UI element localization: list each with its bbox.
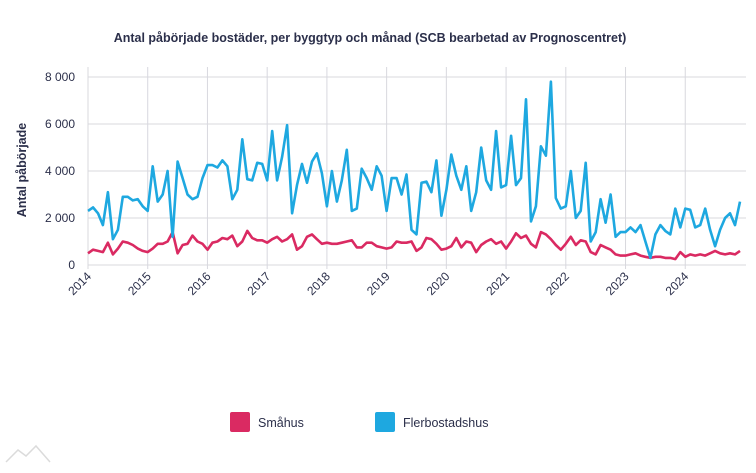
legend-swatch <box>230 412 250 432</box>
x-tick-label: 2021 <box>483 269 512 298</box>
mountain-logo-icon <box>5 444 51 463</box>
legend-label: Flerbostadshus <box>403 416 488 430</box>
series-line-småhus <box>87 229 741 261</box>
series-line-flerbostadshus <box>87 80 742 260</box>
x-tick-label: 2014 <box>65 269 94 298</box>
x-tick-label: 2019 <box>364 269 393 298</box>
y-tick-label: 0 <box>68 258 75 272</box>
x-tick-label: 2020 <box>424 269 453 298</box>
y-tick-label: 4 000 <box>45 164 75 178</box>
legend: Småhus Flerbostadshus <box>230 412 488 432</box>
y-axis: 0 2 000 4 000 6 000 8 000 <box>45 70 75 272</box>
y-tick-label: 2 000 <box>45 211 75 225</box>
logo <box>5 444 51 463</box>
y-axis-label: Antal påbörjade <box>15 123 29 218</box>
x-tick-label: 2024 <box>663 269 692 298</box>
x-axis: 2014 2015 2016 2017 2018 2019 2020 2021 2022 2023… <box>65 269 691 298</box>
series-lines <box>87 80 742 261</box>
legend-label: Småhus <box>258 416 304 430</box>
y-tick-label: 6 000 <box>45 117 75 131</box>
x-tick-label: 2018 <box>304 269 333 298</box>
legend-swatch <box>375 412 395 432</box>
grid <box>87 67 746 269</box>
x-tick-label: 2023 <box>603 269 632 298</box>
x-tick-label: 2017 <box>245 269 274 298</box>
x-tick-label: 2015 <box>125 269 154 298</box>
x-tick-label: 2016 <box>185 269 214 298</box>
chart-title: Antal påbörjade bostäder, per byggtyp oc… <box>114 31 627 45</box>
x-tick-label: 2022 <box>543 269 572 298</box>
y-tick-label: 8 000 <box>45 70 75 84</box>
